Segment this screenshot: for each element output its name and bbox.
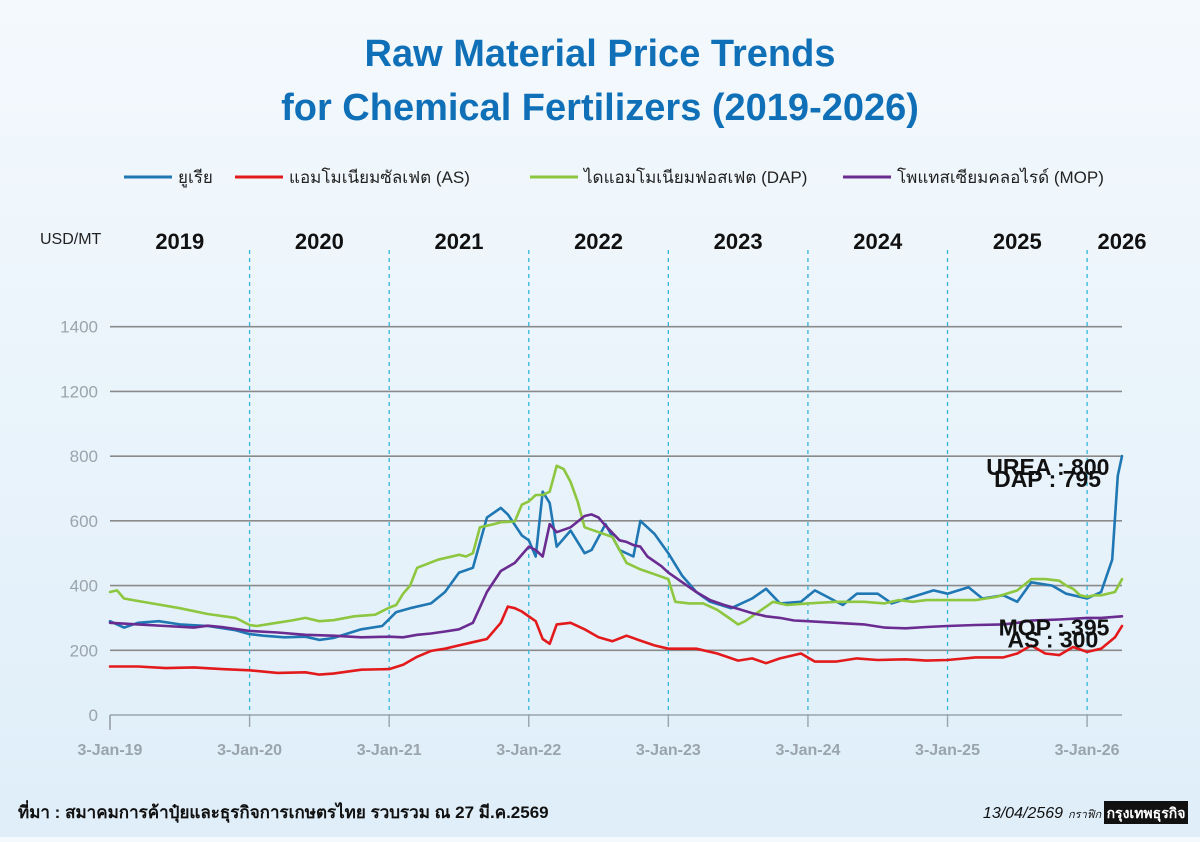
y-tick-label: 800 bbox=[70, 447, 98, 466]
y-tick-label: 600 bbox=[70, 512, 98, 531]
x-tick-label: 3-Jan-20 bbox=[217, 742, 282, 759]
series-lines bbox=[108, 454, 1124, 676]
y-tick-labels: 0 200 400 600 800 1200 1400 bbox=[60, 318, 98, 725]
brand-logo: กรุงเทพธุรกิจ bbox=[1107, 805, 1186, 822]
x-tick-label: 3-Jan-22 bbox=[496, 742, 561, 759]
graphic-label: กราฟิก bbox=[1068, 809, 1103, 821]
x-tick-label: 3-Jan-26 bbox=[1055, 742, 1120, 759]
x-tick-labels: 3-Jan-19 3-Jan-20 3-Jan-21 3-Jan-22 3-Jan-23… bbox=[78, 742, 1120, 759]
publish-date: 13/04/2569 bbox=[983, 805, 1063, 822]
series-line-4 bbox=[108, 513, 1124, 639]
year-label: 2022 bbox=[574, 229, 623, 254]
year-label: 2026 bbox=[1098, 229, 1147, 254]
end-value-label: MOP : 395 bbox=[999, 614, 1110, 640]
source-note: ที่มา : สมาคมการค้าปุ๋ยและธุรกิจการเกษตร… bbox=[18, 800, 549, 823]
chart-title-line2: for Chemical Fertilizers (2019-2026) bbox=[281, 87, 919, 129]
year-dividers bbox=[248, 250, 1088, 715]
legend-label: ไดแอมโมเนียมฟอสเฟต (DAP) bbox=[582, 167, 807, 187]
end-value-label: UREA : 800 bbox=[986, 454, 1109, 480]
x-axis bbox=[109, 714, 1122, 730]
legend-label: โพแทสเซียมคลอไรด์ (MOP) bbox=[897, 167, 1104, 187]
legend: ยูเรีย แอมโมเนียมซัลเฟต (AS) ไดแอมโมเนียมฟ… bbox=[124, 167, 1104, 188]
gridlines bbox=[110, 325, 1122, 652]
x-tick-label: 3-Jan-23 bbox=[636, 742, 701, 759]
year-label: 2025 bbox=[993, 229, 1042, 254]
year-labels: 2019 2020 2021 2022 2023 2024 2025 2026 bbox=[155, 229, 1146, 254]
end-value-label: AS : 300 bbox=[1008, 626, 1099, 652]
x-tick-label: 3-Jan-25 bbox=[915, 742, 980, 759]
series-line-1 bbox=[108, 454, 1124, 642]
legend-label: ยูเรีย bbox=[178, 168, 213, 188]
y-tick-label: 200 bbox=[70, 641, 98, 660]
year-label: 2020 bbox=[295, 229, 344, 254]
year-label: 2024 bbox=[853, 229, 903, 254]
y-tick-label: 0 bbox=[89, 706, 98, 725]
year-label: 2021 bbox=[434, 229, 483, 254]
legend-label: แอมโมเนียมซัลเฟต (AS) bbox=[289, 167, 470, 187]
y-tick-label: 1400 bbox=[60, 318, 98, 337]
y-axis-label: USD/MT bbox=[40, 231, 102, 248]
end-value-label: DAP : 795 bbox=[994, 466, 1101, 492]
y-tick-label: 400 bbox=[70, 577, 98, 596]
chart-title-line1: Raw Material Price Trends bbox=[365, 33, 836, 75]
year-label: 2023 bbox=[714, 229, 763, 254]
series-line-3 bbox=[108, 464, 1124, 628]
series-line-2 bbox=[108, 605, 1124, 676]
x-tick-label: 3-Jan-24 bbox=[775, 742, 840, 759]
x-tick-label: 3-Jan-19 bbox=[78, 742, 143, 759]
y-tick-label: 1200 bbox=[60, 382, 98, 401]
brand-box bbox=[1104, 801, 1188, 824]
x-tick-label: 3-Jan-21 bbox=[357, 742, 422, 759]
year-label: 2019 bbox=[155, 229, 204, 254]
